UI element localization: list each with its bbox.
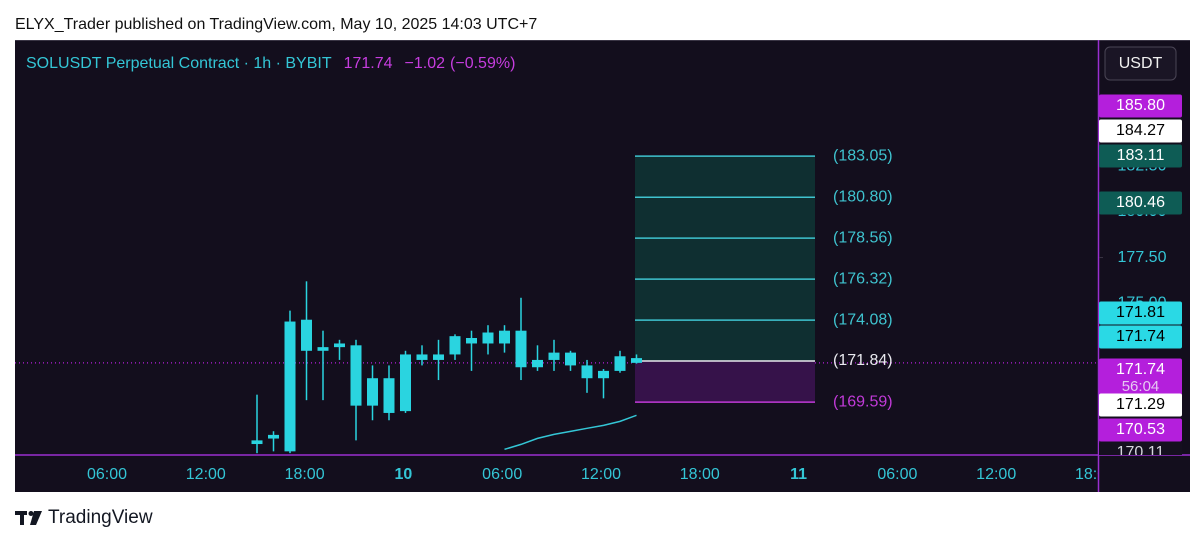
legend: SOLUSDT Perpetual Contract · 1h · BYBIT 1…: [26, 55, 515, 72]
candle-body: [631, 358, 642, 363]
price-badge: [1099, 393, 1182, 417]
price-badge: [1099, 301, 1182, 325]
position-level-label: (174.08): [833, 311, 893, 328]
x-tick-label: 06:00: [877, 466, 917, 483]
candle-body: [367, 378, 378, 406]
price-badge-label: 184.27: [1116, 122, 1165, 139]
x-tick-label: 18:00: [680, 466, 720, 483]
candle-body: [400, 354, 411, 412]
time-axis: 06:00 12:00 18:00 10 06:00 12:00 18:00 11 06:00 1…: [87, 466, 1115, 483]
candle-body: [334, 343, 345, 348]
position-level-label: (183.05): [833, 147, 893, 164]
price-badge: [1099, 119, 1182, 143]
price-badge-label: 180.46: [1116, 194, 1165, 211]
position-level-label: (169.59): [833, 393, 893, 410]
candle-body: [350, 345, 362, 406]
x-tick-label: 06:00: [482, 466, 522, 483]
logo-part: [20, 511, 24, 525]
logo-part: [30, 511, 42, 525]
price-badge-label: 183.11: [1117, 147, 1165, 164]
price-badge: [1099, 94, 1182, 118]
position-level-label: (171.84): [833, 352, 893, 369]
price-badge-label: 170.11: [1117, 444, 1165, 461]
currency-label[interactable]: USDT: [1119, 55, 1163, 72]
candle-body: [581, 365, 593, 379]
currency-button[interactable]: [1104, 46, 1177, 81]
legend-symbol: SOLUSDT Perpetual Contract · 1h · BYBIT: [26, 55, 332, 72]
price-badge: [1099, 441, 1182, 455]
price-badge-label: 171.81: [1116, 304, 1165, 321]
header-text: ELYX_Trader published on TradingView.com…: [15, 16, 537, 33]
candle-body: [251, 440, 263, 445]
tv-logo: [15, 511, 42, 525]
candle-body: [548, 352, 560, 360]
footer-brand: TradingView: [48, 507, 153, 528]
candle-body: [416, 354, 428, 360]
position-level-label: (180.80): [833, 188, 893, 205]
plot-area: (183.05) (180.80) (178.56) (176.32) (174.08)…: [15, 147, 1098, 454]
price-countdown: 56:04: [1122, 378, 1160, 395]
price-badge: [1099, 358, 1182, 397]
price-badge-label: 170.53: [1116, 421, 1165, 438]
candle-body: [466, 337, 477, 344]
x-tick-label: 12:00: [976, 466, 1016, 483]
position-level-label: (178.56): [833, 229, 893, 246]
candle-body: [268, 434, 279, 439]
x-tick-label: 12:00: [581, 466, 621, 483]
chart-panel: [15, 40, 1190, 492]
candle-body: [515, 330, 527, 368]
position-level-label: (176.32): [833, 270, 893, 287]
legend-change-pct: (−0.59%): [450, 55, 515, 72]
x-tick-label: 10: [395, 466, 413, 483]
logo-part: [28, 511, 34, 516]
y-tick-label: 177.50: [1118, 249, 1167, 266]
price-axis: 182.50180.00177.50175.00185.80184.27183.…: [1099, 94, 1182, 461]
price-badge-label: 185.80: [1116, 97, 1165, 114]
candle-body: [565, 352, 576, 366]
candle-body: [383, 378, 395, 413]
target-zone: [635, 156, 815, 362]
candle-body: [284, 321, 296, 452]
legend-last: 171.74: [344, 55, 393, 72]
price-badge: [1099, 144, 1182, 168]
candle-body: [614, 356, 626, 371]
candle-body: [499, 330, 510, 344]
x-tick-label: 11: [790, 466, 807, 483]
price-badge: [1099, 325, 1182, 349]
candle-body: [598, 370, 609, 379]
price-badge: [1099, 418, 1182, 442]
candle-body: [301, 319, 312, 351]
x-tick-label: 18:00: [285, 466, 325, 483]
candle-body: [482, 332, 494, 344]
moving-average: [504, 414, 637, 451]
price-badge-label: 171.74: [1116, 328, 1165, 345]
candle-body: [317, 347, 329, 351]
price-badge-label: 171.74: [1116, 361, 1165, 378]
legend-change: −1.02: [405, 55, 446, 72]
price-badge: [1099, 191, 1182, 215]
price-badge-label: 171.29: [1116, 396, 1165, 413]
x-tick-label: 18:00: [1075, 466, 1115, 483]
x-tick-label: 12:00: [186, 466, 226, 483]
candle-body: [532, 359, 543, 368]
x-tick-label: 06:00: [87, 466, 127, 483]
candle-body: [449, 336, 461, 355]
stop-zone: [635, 361, 815, 403]
candle-body: [433, 354, 444, 360]
